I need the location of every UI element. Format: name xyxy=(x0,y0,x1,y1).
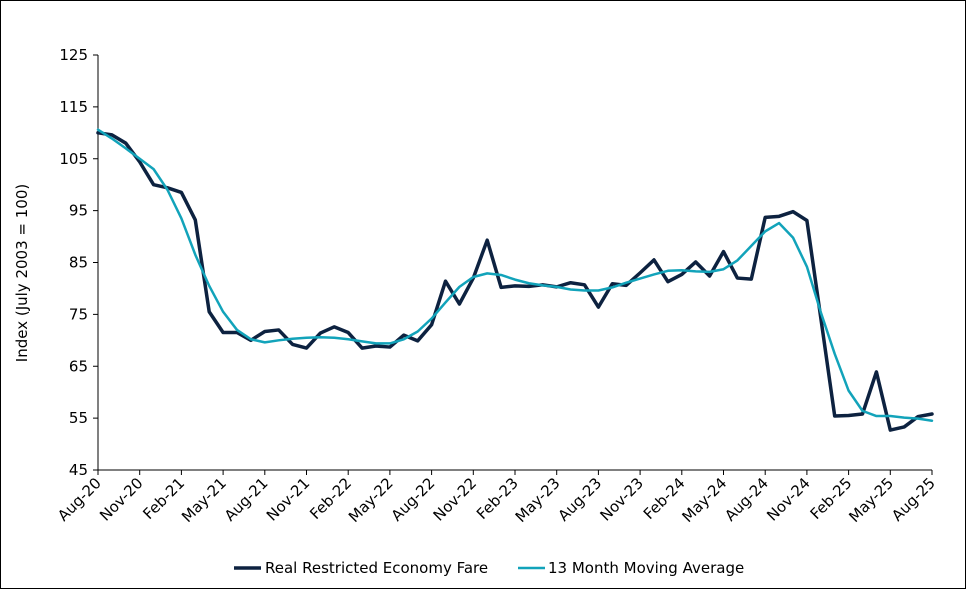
x-tick-label: Nov-23 xyxy=(596,474,646,524)
legend: Real Restricted Economy Fare 13 Month Mo… xyxy=(234,559,744,577)
axes xyxy=(97,55,932,471)
x-tick-label: Aug-22 xyxy=(388,474,439,525)
y-tick-label: 125 xyxy=(59,46,88,64)
y-axis-ticks: 45 55 65 75 85 95 105 115 125 xyxy=(59,46,98,479)
x-tick-label: Nov-21 xyxy=(263,474,313,524)
series-line-moving-average xyxy=(96,128,934,422)
x-tick-label: Nov-20 xyxy=(96,474,146,524)
x-tick-label: May-24 xyxy=(679,474,731,526)
x-tick-label: Aug-20 xyxy=(54,474,105,525)
x-tick-label: Aug-24 xyxy=(721,474,772,525)
x-tick-label: May-22 xyxy=(345,474,397,526)
x-tick-label: May-25 xyxy=(845,474,897,526)
x-tick-label: May-23 xyxy=(512,474,564,526)
x-tick-label: May-21 xyxy=(178,474,230,526)
x-tick-label: Aug-23 xyxy=(554,474,605,525)
series-layer xyxy=(96,128,934,432)
x-tick-label: Aug-25 xyxy=(888,474,939,525)
y-tick-label: 115 xyxy=(59,98,88,116)
y-tick-label: 105 xyxy=(59,150,88,168)
x-tick-label: Nov-22 xyxy=(430,474,480,524)
x-tick-label: Aug-21 xyxy=(221,474,272,525)
legend-label-real-fare: Real Restricted Economy Fare xyxy=(265,559,488,577)
y-tick-label: 85 xyxy=(69,254,88,272)
y-tick-label: 75 xyxy=(69,305,88,323)
series-line-real-fare xyxy=(96,131,934,432)
y-tick-label: 55 xyxy=(69,409,88,427)
x-axis-ticks: Aug-20Nov-20Feb-21May-21Aug-21Nov-21Feb-… xyxy=(54,470,939,526)
y-tick-label: 45 xyxy=(69,461,88,479)
y-tick-label: 95 xyxy=(69,202,88,220)
y-axis-title: Index (July 2003 = 100) xyxy=(13,184,31,362)
x-tick-label: Nov-24 xyxy=(763,474,813,524)
legend-label-moving-average: 13 Month Moving Average xyxy=(548,559,744,577)
y-tick-label: 65 xyxy=(69,357,88,375)
